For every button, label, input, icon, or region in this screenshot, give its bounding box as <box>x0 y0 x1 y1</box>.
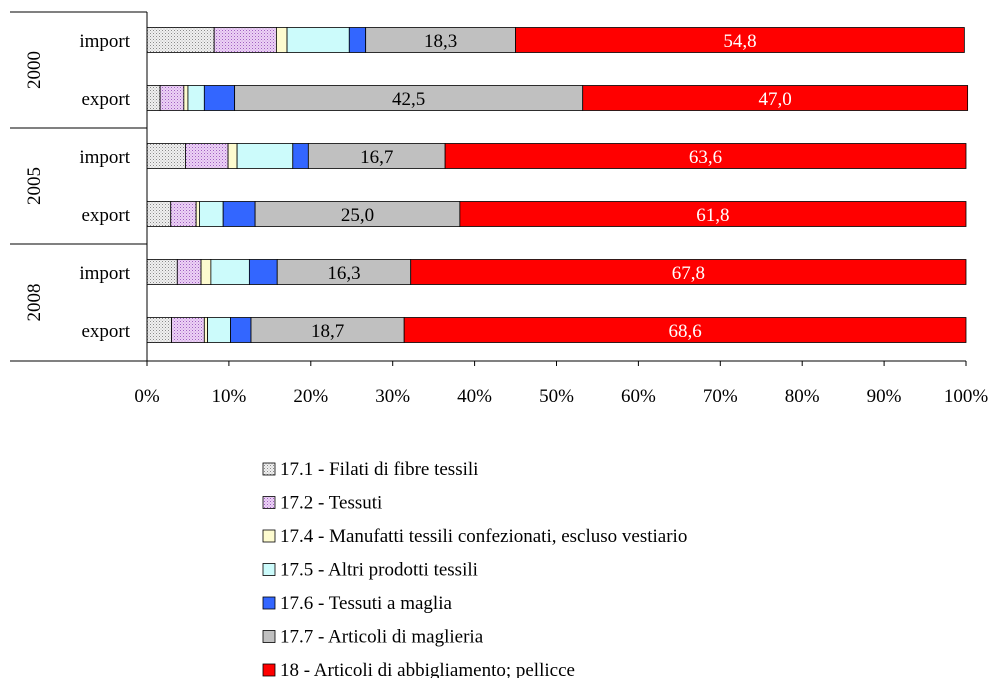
bar-segment-2000-import-s6 <box>515 27 965 53</box>
legend-label-6: 18 - Articoli di abbigliamento; pellicce <box>280 660 575 678</box>
bar-segment-2000-import-s5 <box>365 27 516 53</box>
group-label-2005: 2005 <box>24 167 45 205</box>
bar-segment-2005-export-s1 <box>170 201 197 227</box>
bar-segment-2005-import-s3 <box>236 143 294 169</box>
x-tick-label-4: 40% <box>457 386 492 407</box>
bars-layer: 18,3 54,8 42,5 47,0 16,7 63,6 25,0 61,8 16,3 67,8… <box>146 27 969 343</box>
data-label-2008-export-s5: 18,7 <box>311 321 344 342</box>
bar-segment-2008-export-s1 <box>171 317 205 343</box>
x-tick-label-1: 10% <box>211 386 246 407</box>
bar-segment-2000-export-s0 <box>146 85 161 111</box>
row-label-2005-export: export <box>81 205 130 226</box>
data-label-2000-export-s6: 47,0 <box>759 89 792 110</box>
bar-segment-2000-export-s6 <box>582 85 969 111</box>
legend-swatch-5 <box>262 630 276 643</box>
bar-segment-2000-export-s4 <box>203 85 236 111</box>
legend-swatch-0 <box>262 462 276 476</box>
x-tick-label-3: 30% <box>375 386 410 407</box>
data-label-2008-import-s5: 16,3 <box>327 263 360 284</box>
legend-label-1: 17.2 - Tessuti <box>280 493 382 514</box>
legend-swatch-4 <box>262 596 276 610</box>
bar-segment-2008-import-s4 <box>248 259 278 285</box>
bar-segment-2000-export-s2 <box>183 85 189 111</box>
bar-segment-2000-import-s4 <box>348 27 367 53</box>
bar-segment-2000-import-s0 <box>146 27 215 53</box>
row-label-2008-export: export <box>81 321 130 342</box>
group-label-2008: 2008 <box>24 284 45 322</box>
axes-layer: 0% 10% 20% 30% 40% 50% 60% 70% 80% 90% 100% <box>10 11 989 407</box>
x-tick-label-0: 0% <box>134 386 160 407</box>
data-label-2000-import-s6: 54,8 <box>723 31 756 52</box>
legend-swatch-1 <box>262 496 276 509</box>
legend-swatch-2 <box>262 529 276 543</box>
x-tick-label-7: 70% <box>703 386 738 407</box>
row-label-2000-export: export <box>81 89 130 110</box>
bar-segment-2005-import-s2 <box>227 143 238 169</box>
x-tick-label-8: 80% <box>785 386 820 407</box>
bar-segment-2005-export-s4 <box>222 201 256 227</box>
x-tick-label-5: 50% <box>539 386 574 407</box>
legend-label-5: 17.7 - Articoli di maglieria <box>280 627 484 648</box>
bar-segment-2008-export-s6 <box>403 317 967 343</box>
data-label-2005-import-s6: 63,6 <box>689 147 722 168</box>
row-label-2000-import: import <box>79 31 130 52</box>
data-label-2000-export-s5: 42,5 <box>392 89 425 110</box>
bar-segment-2008-import-s1 <box>176 259 202 285</box>
bar-segment-2005-export-s0 <box>146 201 172 227</box>
bar-segment-2000-import-s2 <box>276 27 288 53</box>
x-tick-label-9: 90% <box>867 386 902 407</box>
bar-segment-2005-export-s6 <box>459 201 967 227</box>
data-label-2008-import-s6: 67,8 <box>672 263 705 284</box>
legend-swatch-6 <box>262 663 276 677</box>
bar-segment-2005-import-s4 <box>292 143 309 169</box>
legend-label-3: 17.5 - Altri prodotti tessili <box>280 560 478 581</box>
bar-segment-2008-import-s0 <box>146 259 178 285</box>
legend-swatch-3 <box>262 563 276 576</box>
bar-segment-2005-import-s0 <box>146 143 186 169</box>
bar-segment-2005-export-s5 <box>254 201 461 227</box>
data-label-2005-import-s5: 16,7 <box>360 147 393 168</box>
bar-segment-2000-export-s5 <box>234 85 584 111</box>
legend-label-0: 17.1 - Filati di fibre tessili <box>280 459 478 480</box>
bar-segment-2005-import-s6 <box>444 143 967 169</box>
x-tick-label-2: 20% <box>293 386 328 407</box>
data-label-2005-export-s6: 61,8 <box>696 205 729 226</box>
bar-segment-2000-import-s3 <box>286 27 350 53</box>
legend-label-2: 17.4 - Manufatti tessili confezionati, e… <box>280 526 687 547</box>
bar-segment-2008-import-s5 <box>276 259 412 285</box>
bar-segment-2005-export-s3 <box>199 201 224 227</box>
bar-segment-2008-import-s3 <box>210 259 250 285</box>
bar-segment-2000-import-s1 <box>213 27 277 53</box>
bar-segment-2000-export-s3 <box>187 85 205 111</box>
legend: 17.1 - Filati di fibre tessili 17.2 - Tes… <box>262 459 687 678</box>
data-label-2008-export-s6: 68,6 <box>668 321 701 342</box>
row-label-2005-import: import <box>79 147 130 168</box>
bar-segment-2005-export-s2 <box>195 201 200 227</box>
bar-segment-2008-export-s0 <box>146 317 172 343</box>
bar-segment-2008-export-s2 <box>203 317 209 343</box>
bar-segment-2008-import-s6 <box>410 259 967 285</box>
row-label-2008-import: import <box>79 263 130 284</box>
bar-segment-2008-import-s2 <box>200 259 212 285</box>
bar-segment-2008-export-s4 <box>230 317 252 343</box>
bar-segment-2005-import-s5 <box>307 143 446 169</box>
bar-segment-2005-import-s1 <box>185 143 229 169</box>
x-tick-label-6: 60% <box>621 386 656 407</box>
category-labels-layer: import export 2000 import export 2005 import ex… <box>24 31 131 342</box>
bar-segment-2008-export-s3 <box>207 317 231 343</box>
group-label-2000: 2000 <box>24 51 45 89</box>
x-tick-label-10: 100% <box>944 386 989 407</box>
data-label-2005-export-s5: 25,0 <box>341 205 374 226</box>
legend-label-4: 17.6 - Tessuti a maglia <box>280 593 452 614</box>
data-label-2000-import-s5: 18,3 <box>424 31 457 52</box>
bar-segment-2000-export-s1 <box>159 85 185 111</box>
